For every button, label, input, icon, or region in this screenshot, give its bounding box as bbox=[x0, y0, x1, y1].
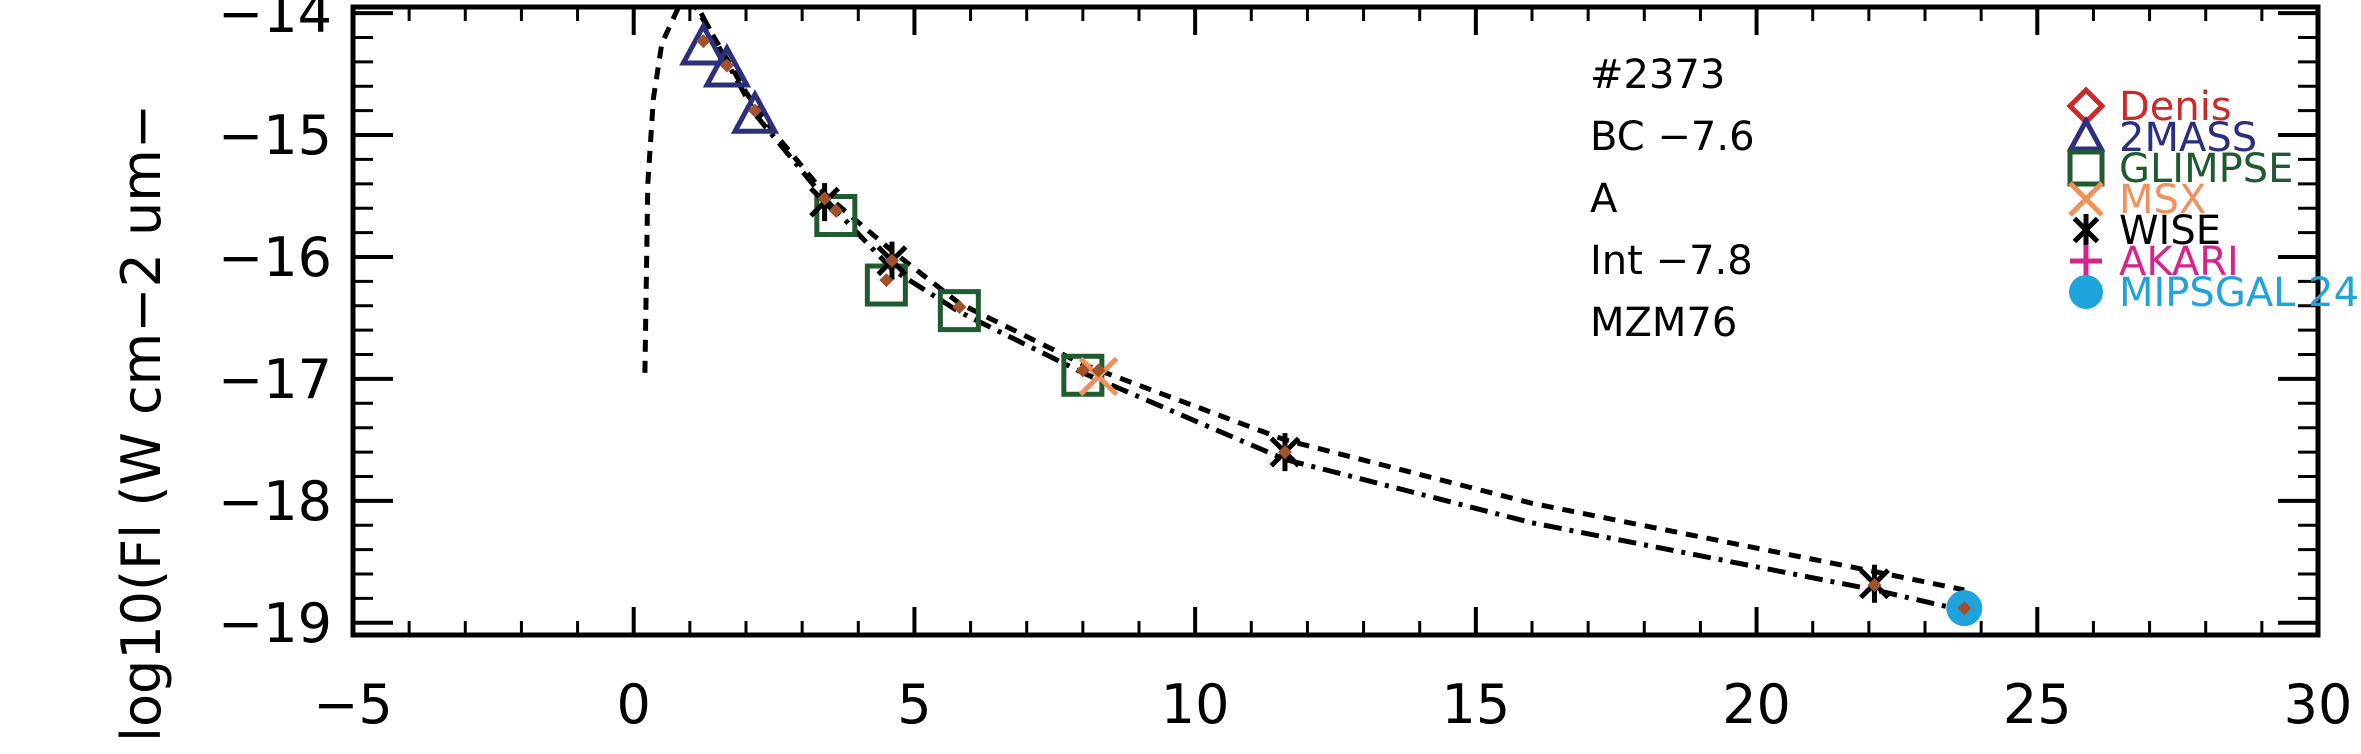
model-points-point bbox=[828, 203, 843, 218]
legend-label-denis: Denis bbox=[2119, 84, 2232, 130]
model-points-point bbox=[719, 58, 734, 73]
x-tick-label: 15 bbox=[1441, 673, 1510, 736]
fit-curves bbox=[642, 7, 1965, 614]
plot-frame bbox=[350, 4, 2321, 638]
model-points-point bbox=[696, 34, 711, 49]
y-tick-label: −14 bbox=[218, 0, 332, 45]
x-tick-label: 10 bbox=[1161, 673, 1230, 736]
y-tick-label: −15 bbox=[218, 104, 332, 167]
annotation-text: Int −7.8 bbox=[1590, 238, 1753, 284]
2mass-point bbox=[730, 89, 780, 134]
glimpse-point bbox=[937, 289, 981, 333]
annotation-text: #2373 bbox=[1590, 52, 1725, 98]
model-points-point bbox=[952, 299, 967, 314]
legend-marker-msx bbox=[2068, 181, 2104, 217]
model-points-point bbox=[1075, 363, 1090, 378]
glimpse-point bbox=[814, 194, 858, 238]
legend-label-2mass: 2MASS bbox=[2119, 115, 2257, 161]
x-tick-label: 25 bbox=[2003, 673, 2072, 736]
x-tick-label: −5 bbox=[313, 673, 393, 736]
model-points-point bbox=[879, 273, 894, 288]
legend-label-akari: AKARI bbox=[2119, 239, 2239, 285]
axes: −5 0 5 10 15 20 25 30 −14 −15 −16 −17 −18 −19 log10(Fl… bbox=[110, 0, 2352, 742]
y-tick-label: −19 bbox=[218, 592, 332, 655]
annotation-text: BC −7.6 bbox=[1590, 114, 1755, 160]
model-points-point bbox=[1277, 445, 1292, 460]
model-points-point bbox=[1091, 363, 1106, 378]
x-tick-label: 20 bbox=[1722, 673, 1791, 736]
y-tick-label: −17 bbox=[218, 348, 332, 411]
x-tick-label: 5 bbox=[897, 673, 931, 736]
model-points-point bbox=[1957, 601, 1972, 616]
legend-marker-2mass bbox=[2066, 115, 2106, 152]
data-points bbox=[679, 21, 1983, 627]
dashdot-fit-line bbox=[698, 11, 1965, 614]
legend-marker-akari bbox=[2070, 245, 2102, 277]
annotations: #2373 BC −7.6 A Int −7.8 MZM76 bbox=[1590, 52, 1755, 346]
2mass-point bbox=[679, 21, 728, 66]
legend-label-glimpse: GLIMPSE bbox=[2119, 146, 2293, 192]
model-points-point bbox=[884, 253, 899, 268]
model-points-point bbox=[1867, 578, 1882, 593]
legend-label-mipsgal-24: MIPSGAL 24 bbox=[2119, 270, 2359, 316]
annotation-text: A bbox=[1590, 176, 1618, 222]
annotation-text: MZM76 bbox=[1590, 300, 1737, 346]
y-tick-label: −16 bbox=[218, 226, 332, 289]
legend-label-msx: MSX bbox=[2119, 177, 2206, 223]
x-tick-label: 0 bbox=[617, 673, 651, 736]
legend-marker-glimpse bbox=[2067, 149, 2105, 187]
2mass-point bbox=[702, 42, 752, 88]
model-points-point bbox=[817, 191, 832, 206]
model-points-point bbox=[747, 103, 762, 118]
x-tick-label: 30 bbox=[2284, 673, 2353, 736]
y-axis-label: log10(Fl (W cm−2 um− bbox=[110, 104, 173, 742]
legend-label-wise: WISE bbox=[2119, 208, 2221, 254]
legend-marker-wise bbox=[2072, 214, 2100, 246]
y-tick-label: −18 bbox=[218, 470, 332, 533]
dashed-fit-line bbox=[642, 7, 1965, 593]
legend-marker-mipsgal-24 bbox=[2069, 275, 2103, 309]
